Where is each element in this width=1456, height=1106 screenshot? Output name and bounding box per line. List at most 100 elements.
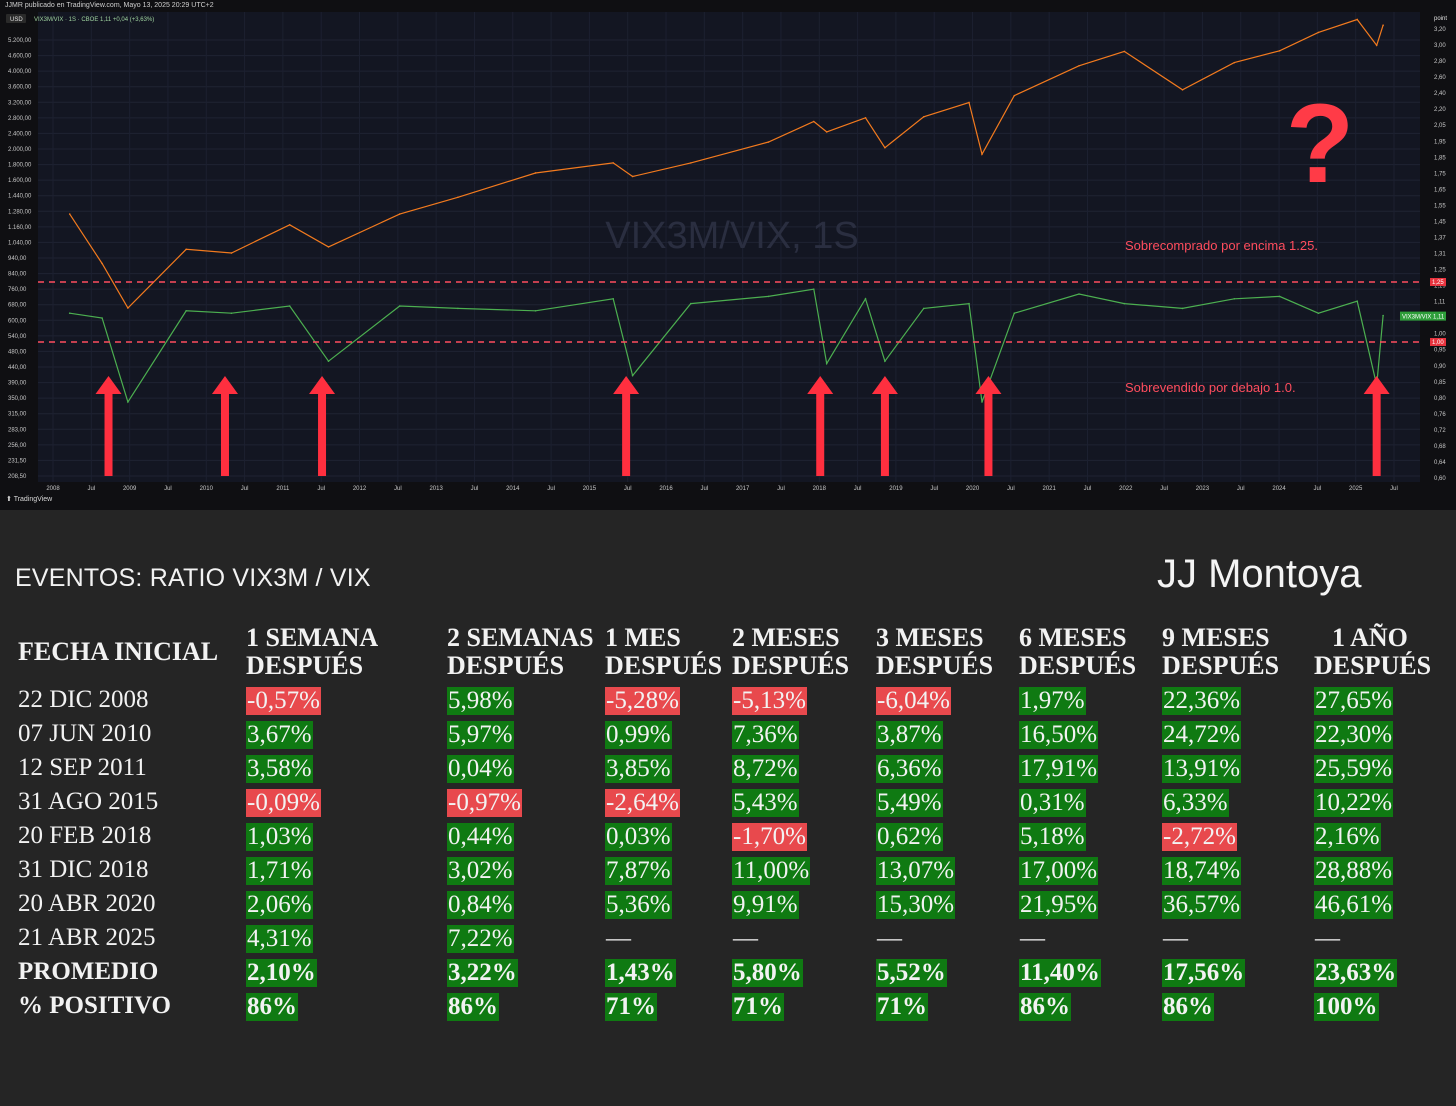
table-cell: 5,98%	[447, 687, 514, 715]
data-point	[1123, 302, 1126, 305]
data-point	[612, 162, 614, 164]
question-mark: ?	[1286, 81, 1354, 206]
overbought-note: Sobrecomprado por encima 1.25.	[1125, 238, 1318, 253]
data-point	[1181, 307, 1184, 310]
data-point	[1181, 89, 1184, 91]
data-point	[1382, 24, 1384, 26]
table-cell: 3,85%	[605, 755, 672, 783]
table-cell: 5,43%	[732, 789, 799, 817]
table-cell: -0,09%	[246, 789, 321, 817]
table-cell: 0,03%	[605, 823, 672, 851]
right-tick-label: 1,19	[1434, 284, 1446, 290]
table-cell: 2,06%	[246, 891, 313, 919]
x-tick-label: Jul	[471, 486, 479, 492]
row-label: 20 ABR 2020	[18, 890, 156, 917]
table-cell: 11,00%	[732, 857, 811, 885]
column-header-line: DESPUÉS	[447, 651, 565, 680]
table-cell: —	[606, 925, 631, 952]
table-cell: 22,30%	[1314, 721, 1394, 749]
right-tick-label: 0,68	[1434, 444, 1446, 450]
x-tick-label: 2016	[659, 486, 673, 492]
right-tick-label: 1,31	[1434, 252, 1446, 258]
right-tick-label: 0,60	[1434, 476, 1446, 482]
data-point	[825, 131, 828, 133]
data-point	[1013, 94, 1016, 97]
x-tick-label: 2012	[353, 486, 367, 492]
data-point	[127, 307, 129, 309]
table-cell: 23,63%	[1314, 959, 1398, 987]
table-cell: 1,97%	[1019, 687, 1086, 715]
table-cell: 8,72%	[732, 755, 799, 783]
left-tick-label: 231,50	[8, 458, 27, 464]
right-tick-label: 3,00	[1434, 43, 1446, 49]
data-point	[101, 317, 103, 319]
table-cell: 11,40%	[1019, 959, 1101, 987]
table-title: EVENTOS: RATIO VIX3M / VIX	[15, 564, 371, 592]
symbol-legend: VIX3M/VIX · 1S · CBOE 1,11 +0,04 (+3,63%…	[34, 17, 154, 23]
up-arrow-icon	[1363, 376, 1390, 476]
scale-label: point	[1434, 16, 1447, 22]
watermark: VIX3M/VIX, 1S	[605, 215, 858, 257]
data-point	[1356, 300, 1359, 303]
left-tick-label: 3.600,00	[8, 85, 32, 91]
table-cell: 7,36%	[732, 721, 799, 749]
right-tick-label: 0,72	[1434, 428, 1446, 434]
x-tick-label: Jul	[547, 486, 555, 492]
left-tick-label: 4.600,00	[8, 54, 32, 60]
data-point	[864, 298, 867, 300]
column-header-line: DESPUÉS	[246, 651, 364, 680]
table-cell: -1,70%	[732, 823, 807, 851]
plot-area	[38, 12, 1420, 482]
data-point	[1013, 312, 1016, 315]
chart-panel: 5.200,00 4.600,00 4.000,00 3.600,00 3.200,00…	[0, 0, 1456, 510]
left-tick-label: 2.400,00	[8, 131, 32, 137]
row-label: 31 AGO 2015	[18, 788, 159, 815]
x-tick-label: 2019	[889, 486, 903, 492]
currency-badge	[6, 14, 26, 23]
right-tick-label: 1,75	[1434, 171, 1446, 177]
data-point	[101, 262, 103, 265]
chart-svg: 5.200,00 4.600,00 4.000,00 3.600,00 3.200,00…	[6, 12, 1447, 492]
left-tick-label: 600,00	[8, 318, 27, 324]
last-value-label: VIX3M/VIX 1,11	[1402, 315, 1445, 321]
data-point	[127, 401, 129, 403]
x-tick-label: 2008	[46, 486, 60, 492]
x-tick-label: Jul	[241, 486, 249, 492]
table-cell: 18,74%	[1162, 857, 1242, 885]
table-cell: 9,91%	[732, 891, 799, 919]
table-cell: 16,50%	[1019, 721, 1099, 749]
table-cell: 86%	[1162, 993, 1214, 1021]
data-point	[1356, 18, 1359, 21]
x-tick-label: 2025	[1349, 486, 1363, 492]
right-tick-label: 1,37	[1434, 235, 1446, 241]
left-tick-label: 3.200,00	[8, 100, 32, 106]
table-cell: 5,49%	[876, 789, 943, 817]
left-tick-label: 1.280,00	[8, 209, 32, 215]
left-tick-label: 540,00	[8, 334, 27, 340]
table-cell: —	[877, 925, 902, 952]
row-label: 20 FEB 2018	[18, 822, 152, 849]
data-point	[968, 302, 970, 305]
column-header-line: DESPUÉS	[1162, 651, 1280, 680]
right-tick-label: 1,55	[1434, 203, 1446, 209]
column-header-line: DESPUÉS	[1314, 651, 1432, 680]
data-point	[327, 246, 330, 248]
brand-label: TradingView	[13, 496, 53, 503]
threshold-value: 1,00	[1432, 340, 1444, 346]
table-cell: 86%	[1019, 993, 1071, 1021]
column-header-line: 1 AÑO	[1332, 623, 1408, 652]
data-point	[690, 302, 692, 305]
up-arrow-icon	[871, 376, 898, 476]
row-label: % POSITIVO	[18, 992, 172, 1019]
table-cell: 6,33%	[1162, 789, 1229, 817]
data-point	[884, 360, 886, 363]
table-cell: 0,44%	[447, 823, 514, 851]
data-point	[884, 146, 886, 149]
left-tick-label: 208,50	[8, 474, 27, 480]
x-tick-label: Jul	[394, 486, 402, 492]
table-cell: 17,00%	[1019, 857, 1099, 885]
left-tick-label: 350,00	[8, 396, 27, 402]
right-tick-label: 1,45	[1434, 219, 1446, 225]
left-tick-label: 840,00	[8, 272, 27, 278]
data-point	[864, 116, 867, 119]
